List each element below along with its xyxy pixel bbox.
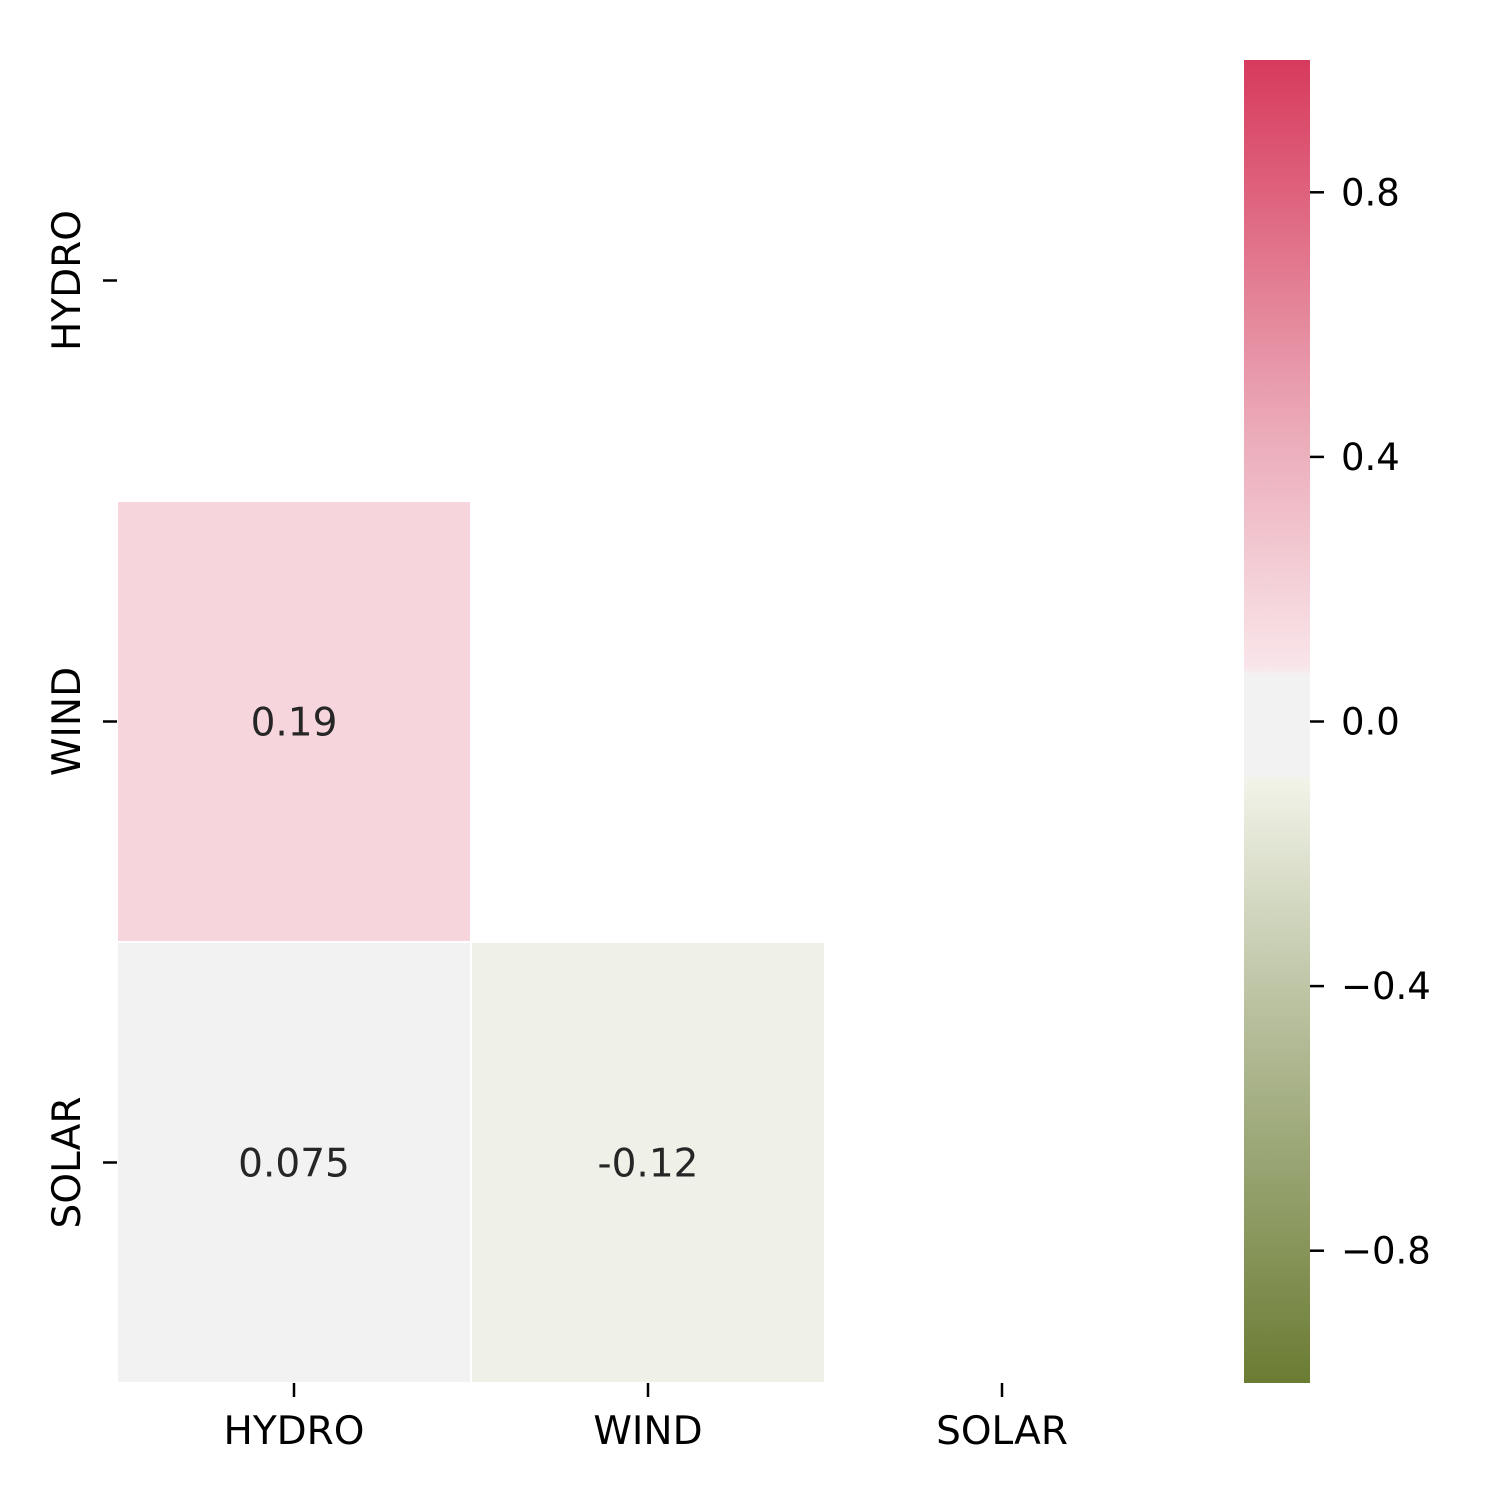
y-tick-label-solar: SOLAR (45, 1097, 90, 1229)
x-tick-label-wind: WIND (593, 1409, 702, 1454)
cell-value-label: -0.12 (598, 1142, 699, 1187)
colorbar: 0.8 0.4 0.0 −0.4 −0.8 (1244, 60, 1431, 1383)
colorbar-tick-label: 0.4 (1341, 436, 1400, 479)
cell-value-label: 0.075 (238, 1142, 350, 1187)
colorbar-tick-label: −0.4 (1341, 965, 1431, 1008)
heatmap-cell-solar-hydro (116, 941, 472, 1384)
colorbar-tick-label: −0.8 (1341, 1230, 1431, 1273)
y-tick-label-hydro: HYDRO (45, 210, 90, 351)
heatmap-cell-solar-wind (470, 941, 826, 1384)
colorbar-gradient (1244, 60, 1310, 1383)
cell-value-label: 0.19 (251, 701, 338, 746)
x-tick-label-solar: SOLAR (936, 1409, 1068, 1454)
heatmap-cells: 0.19 0.075 -0.12 (116, 500, 826, 1384)
x-tick-label-hydro: HYDRO (224, 1409, 365, 1454)
colorbar-tick-label: 0.0 (1341, 701, 1400, 744)
heatmap-cell-wind-hydro (116, 500, 472, 943)
y-tick-label-wind: WIND (45, 667, 90, 776)
colorbar-tick-label: 0.8 (1341, 171, 1400, 214)
heatmap-axes: HYDRO WIND SOLAR HYDRO WIND SOLAR (45, 210, 1068, 1454)
